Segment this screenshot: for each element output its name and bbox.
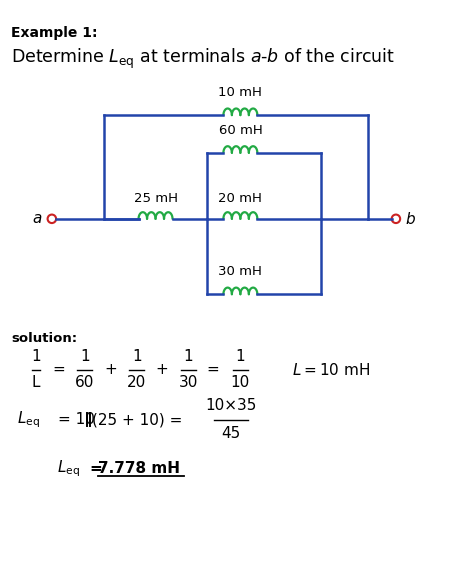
Text: +: + [105, 362, 118, 377]
Text: $b$: $b$ [405, 211, 416, 227]
Text: solution:: solution: [11, 332, 77, 345]
Text: $L_{\mathrm{eq}}$: $L_{\mathrm{eq}}$ [56, 458, 80, 479]
Text: 10 mH: 10 mH [219, 86, 262, 99]
Text: =: = [207, 362, 219, 377]
Text: 1: 1 [132, 349, 142, 364]
Text: 1: 1 [31, 349, 41, 364]
Text: 7.778 mH: 7.778 mH [98, 461, 180, 476]
Text: 30 mH: 30 mH [219, 265, 262, 278]
Text: 25 mH: 25 mH [134, 191, 178, 205]
Text: $a$: $a$ [32, 211, 42, 226]
Text: L: L [32, 376, 40, 390]
Text: 45: 45 [221, 426, 241, 441]
Text: 30: 30 [179, 376, 198, 390]
Text: = 10: = 10 [58, 412, 95, 427]
Text: $L = 10$ mH: $L = 10$ mH [292, 361, 371, 378]
Text: =: = [52, 362, 65, 377]
Text: +: + [156, 362, 169, 377]
Text: 60 mH: 60 mH [219, 124, 262, 137]
Text: 20: 20 [127, 376, 146, 390]
Text: Determine $L_{\mathrm{eq}}$ at terminals $a$-$b$ of the circuit: Determine $L_{\mathrm{eq}}$ at terminals… [11, 46, 395, 70]
Text: (25 + 10) =: (25 + 10) = [92, 412, 183, 427]
Text: 20 mH: 20 mH [219, 191, 262, 205]
Text: =: = [90, 461, 108, 476]
Text: 1: 1 [184, 349, 193, 364]
Text: 10: 10 [231, 376, 250, 390]
Text: 10×35: 10×35 [205, 398, 256, 413]
Text: Example 1:: Example 1: [11, 25, 98, 39]
Text: 1: 1 [236, 349, 245, 364]
Text: 1: 1 [80, 349, 90, 364]
Text: $L_{\mathrm{eq}}$: $L_{\mathrm{eq}}$ [17, 409, 40, 430]
Text: 60: 60 [75, 376, 94, 390]
